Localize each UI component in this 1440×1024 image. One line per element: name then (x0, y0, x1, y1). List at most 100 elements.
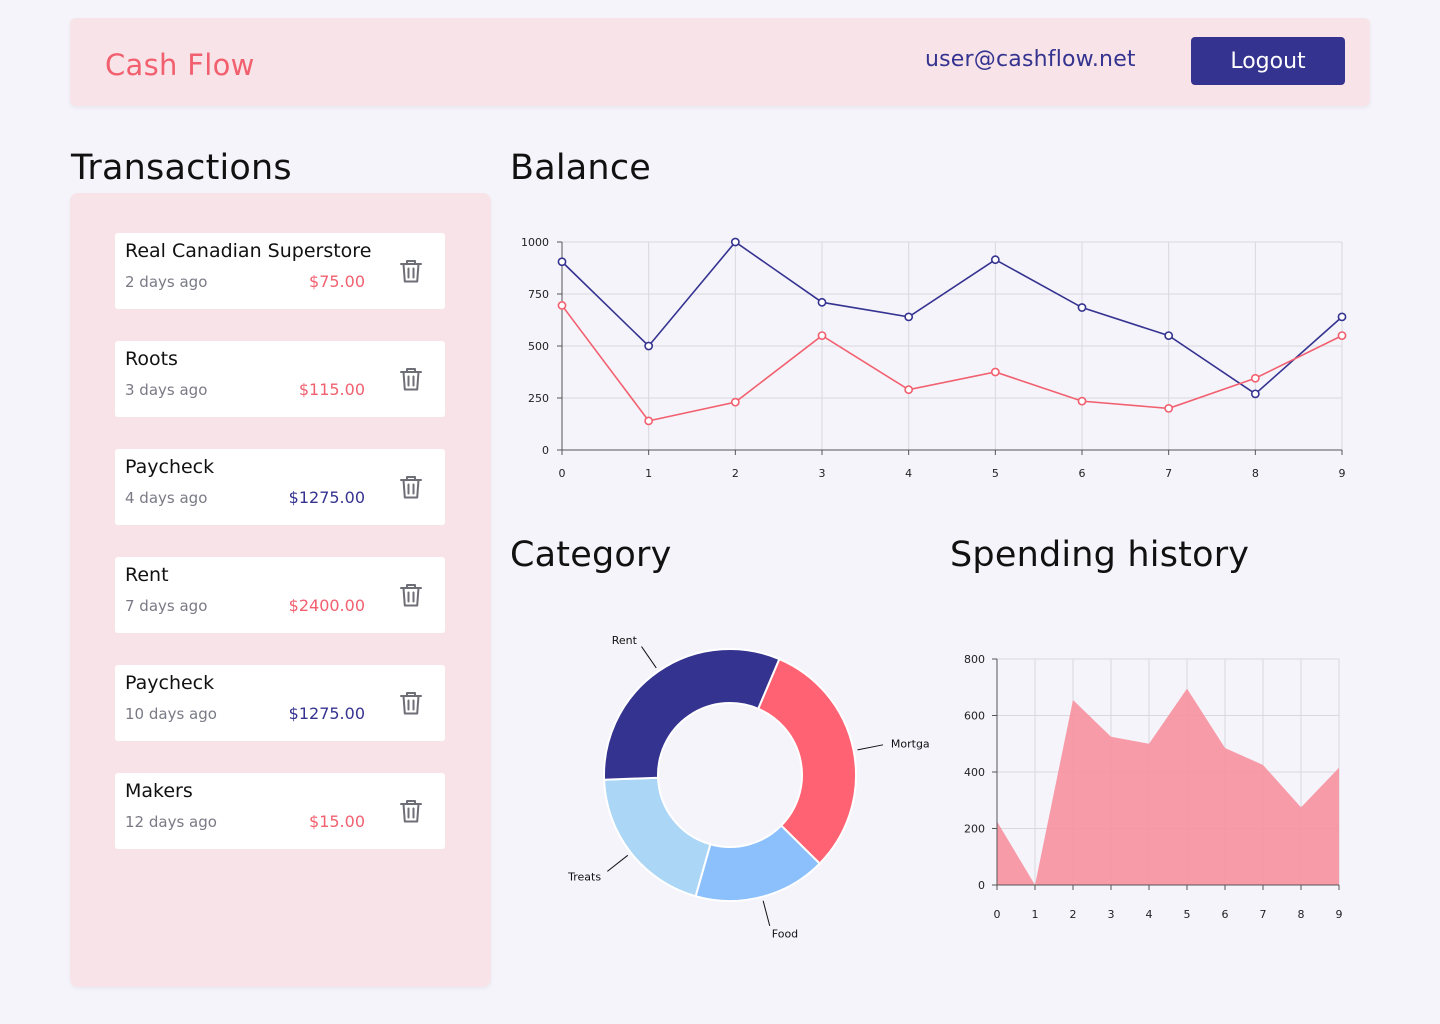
data-point (904, 385, 914, 395)
transaction-card[interactable]: Rent 7 days ago $2400.00 (115, 557, 445, 633)
data-point (1164, 403, 1174, 413)
x-tick-label: 3 (819, 467, 826, 480)
x-tick-label: 6 (1222, 908, 1229, 921)
logout-button[interactable]: Logout (1191, 37, 1345, 85)
x-tick-label: 2 (732, 467, 739, 480)
pie-slice-mortgage (756, 657, 857, 865)
x-tick-label: 2 (1070, 908, 1077, 921)
pie-leader-line (762, 900, 771, 926)
data-point (730, 237, 740, 247)
x-tick-label: 9 (1339, 467, 1346, 480)
balance-chart: 0 1 2 3 4 5 6 7 8 9 0 250 500 750 1000 (521, 236, 1347, 480)
trash-icon[interactable] (399, 366, 423, 392)
x-tick-label: 1 (645, 467, 652, 480)
transaction-date: 2 days ago (125, 273, 208, 291)
trash-icon[interactable] (399, 582, 423, 608)
pie-slice-treats (603, 776, 712, 898)
x-tick-label: 5 (992, 467, 999, 480)
transaction-amount: $15.00 (309, 812, 365, 831)
transaction-name: Paycheck (125, 456, 215, 478)
data-point (990, 367, 1000, 377)
transaction-date: 4 days ago (125, 489, 208, 507)
transaction-card[interactable]: Real Canadian Superstore 2 days ago $75.00 (115, 233, 445, 309)
transaction-name: Real Canadian Superstore (125, 240, 372, 262)
x-tick-label: 0 (559, 467, 566, 480)
spending-area (997, 688, 1339, 885)
transaction-date: 10 days ago (125, 705, 217, 723)
data-point (1077, 303, 1087, 312)
transaction-amount: $115.00 (298, 380, 365, 399)
balance-title: Balance (510, 148, 651, 188)
pie-slice-rent (603, 648, 781, 781)
data-point (1337, 312, 1347, 322)
y-tick-label: 600 (964, 710, 985, 723)
data-point (1164, 331, 1174, 340)
data-point (1337, 331, 1347, 340)
trash-icon[interactable] (399, 258, 423, 284)
y-tick-label: 400 (964, 766, 985, 779)
x-tick-label: 6 (1079, 467, 1086, 480)
data-point (1250, 373, 1260, 383)
pie-label: Rent (612, 634, 638, 647)
trash-icon[interactable] (399, 690, 423, 716)
transaction-name: Rent (125, 564, 169, 586)
transaction-amount: $1275.00 (288, 704, 365, 723)
x-tick-label: 0 (994, 908, 1001, 921)
x-tick-label: 1 (1032, 908, 1039, 921)
transaction-date: 3 days ago (125, 381, 208, 399)
data-point (557, 257, 567, 267)
transaction-name: Makers (125, 780, 193, 802)
pie-leader-line (641, 646, 657, 669)
data-point (904, 312, 914, 322)
category-title: Category (510, 535, 672, 575)
y-tick-label: 750 (528, 288, 549, 301)
transaction-name: Roots (125, 348, 178, 370)
transaction-card[interactable]: Paycheck 10 days ago $1275.00 (115, 665, 445, 741)
data-point (644, 416, 654, 426)
pie-leader-line (857, 744, 884, 751)
top-bar: Cash Flow user@cashflow.net Logout (70, 18, 1370, 106)
transaction-name: Paycheck (125, 672, 215, 694)
y-tick-label: 200 (964, 823, 985, 836)
data-point (730, 397, 740, 407)
x-tick-label: 9 (1336, 908, 1343, 921)
data-point (990, 255, 1000, 265)
transaction-card[interactable]: Paycheck 4 days ago $1275.00 (115, 449, 445, 525)
data-point (644, 341, 654, 351)
trash-icon[interactable] (399, 798, 423, 824)
pie-label: Mortgage (891, 737, 930, 750)
pie-label: Treats (567, 870, 601, 883)
x-tick-label: 8 (1298, 908, 1305, 921)
x-tick-label: 7 (1260, 908, 1267, 921)
spending-history-title: Spending history (950, 535, 1250, 575)
app-logo[interactable]: Cash Flow (105, 48, 255, 82)
transaction-amount: $75.00 (309, 272, 365, 291)
x-tick-label: 4 (905, 467, 912, 480)
transaction-amount: $2400.00 (288, 596, 365, 615)
y-tick-label: 250 (528, 392, 549, 405)
trash-icon[interactable] (399, 474, 423, 500)
pie-label: Food (772, 928, 798, 941)
transactions-panel: Real Canadian Superstore 2 days ago $75.00… (70, 193, 491, 987)
spending-history-chart: 0 1 2 3 4 5 6 7 8 9 0 200 400 600 800 (964, 653, 1343, 921)
x-tick-label: 7 (1165, 467, 1172, 480)
series-line-1 (561, 240, 1343, 395)
category-chart: Mortgage Food Treats Rent (567, 634, 930, 941)
x-tick-label: 4 (1146, 908, 1153, 921)
transactions-title: Transactions (71, 148, 292, 188)
transaction-date: 7 days ago (125, 597, 208, 615)
y-tick-label: 800 (964, 653, 985, 666)
transaction-date: 12 days ago (125, 813, 217, 831)
y-tick-label: 1000 (521, 236, 549, 249)
data-point (1077, 396, 1087, 406)
data-point (1250, 389, 1260, 399)
user-email: user@cashflow.net (925, 47, 1136, 72)
data-point (817, 331, 827, 340)
data-point (557, 301, 567, 310)
transaction-card[interactable]: Roots 3 days ago $115.00 (115, 341, 445, 417)
y-tick-label: 500 (528, 340, 549, 353)
transaction-card[interactable]: Makers 12 days ago $15.00 (115, 773, 445, 849)
pie-leader-line (607, 854, 629, 872)
y-tick-label: 0 (978, 879, 985, 892)
x-tick-label: 3 (1108, 908, 1115, 921)
